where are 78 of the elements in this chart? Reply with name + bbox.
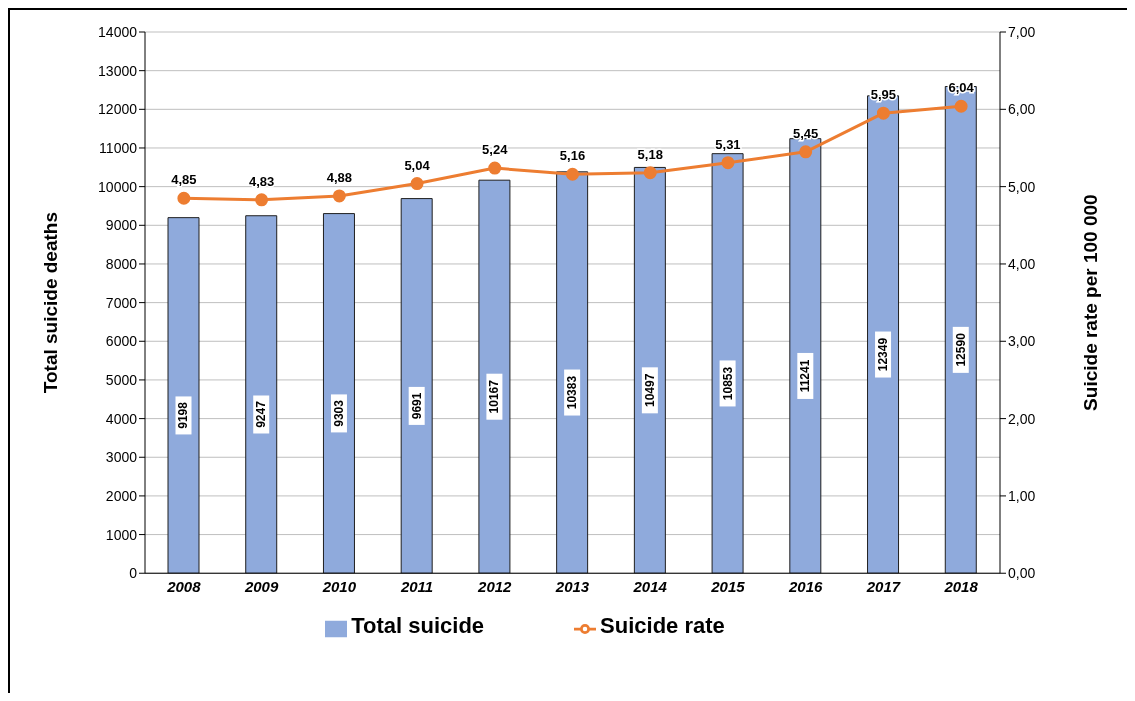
y-tick-label: 5000 xyxy=(105,371,138,388)
y2-tick-label: 4,00 xyxy=(1008,255,1036,272)
bar xyxy=(322,213,355,574)
y-tick-label: 6000 xyxy=(105,333,138,350)
data-label: 5,31 xyxy=(715,136,741,152)
y2-tick-label: 7,00 xyxy=(1008,23,1036,40)
data-label: 9247 xyxy=(254,400,269,428)
y2-tick-label: 5,00 xyxy=(1008,178,1036,195)
point xyxy=(177,191,191,205)
x-tick-label: 2014 xyxy=(632,577,668,595)
bar xyxy=(400,198,433,574)
data-label: 4,88 xyxy=(326,169,352,185)
y-tick-label: 13000 xyxy=(98,62,138,79)
data-label: 10167 xyxy=(487,379,502,414)
y-tick-label: 3000 xyxy=(105,449,138,466)
x-tick-label: 2015 xyxy=(710,577,746,595)
y-tick-label: 12000 xyxy=(98,101,138,118)
y-tick-label: 11000 xyxy=(99,139,138,156)
point xyxy=(876,106,890,120)
data-label: 9303 xyxy=(331,399,346,427)
data-label: 10383 xyxy=(565,375,580,410)
point xyxy=(488,161,502,175)
x-tick-label: 2011 xyxy=(399,577,434,595)
y2-tick-label: 2,00 xyxy=(1008,410,1036,427)
y-axis-title: Total suicide deaths xyxy=(39,211,61,394)
y-tick-label: 9000 xyxy=(105,217,138,234)
x-tick-label: 2018 xyxy=(943,577,979,595)
y2-tick-label: 0,00 xyxy=(1008,565,1036,582)
x-tick-label: 2013 xyxy=(554,577,590,595)
data-label: 5,04 xyxy=(404,157,431,173)
x-tick-label: 2012 xyxy=(477,577,513,595)
data-label: 10853 xyxy=(720,366,735,401)
x-tick-label: 2009 xyxy=(243,577,279,595)
legend-label: Suicide rate xyxy=(600,613,725,639)
data-label: 12590 xyxy=(953,332,968,367)
point xyxy=(721,156,735,170)
data-label: 12349 xyxy=(876,337,891,372)
y-tick-label: 2000 xyxy=(105,487,138,504)
data-label: 9691 xyxy=(409,392,424,420)
point xyxy=(332,189,346,203)
y-tick-label: 1000 xyxy=(105,526,138,543)
y-tick-label: 8000 xyxy=(105,255,138,272)
point xyxy=(643,166,657,180)
data-label: 4,85 xyxy=(171,172,197,188)
y2-tick-label: 3,00 xyxy=(1008,333,1036,350)
x-tick-label: 2008 xyxy=(166,577,202,595)
bar xyxy=(478,179,511,574)
bar xyxy=(556,171,589,574)
bar xyxy=(711,153,744,574)
y-tick-label: 4000 xyxy=(105,410,138,427)
data-label: 5,24 xyxy=(482,142,509,158)
data-label: 5,16 xyxy=(559,148,586,164)
data-label: 5,45 xyxy=(793,125,819,141)
y-tick-label: 14000 xyxy=(98,23,138,40)
bar xyxy=(167,217,200,574)
y2-tick-label: 1,00 xyxy=(1008,487,1036,504)
y-tick-label: 10000 xyxy=(98,178,138,195)
point xyxy=(410,177,424,191)
point xyxy=(255,193,269,207)
bar xyxy=(789,138,822,574)
data-label: 4,83 xyxy=(248,173,275,189)
bar xyxy=(633,166,666,574)
x-tick-label: 2016 xyxy=(787,577,824,595)
y2-tick-label: 6,00 xyxy=(1008,101,1036,118)
x-tick-label: 2010 xyxy=(321,577,357,595)
data-label: 9198 xyxy=(176,401,191,429)
point xyxy=(954,99,968,113)
bar xyxy=(245,215,278,574)
data-label: 11241 xyxy=(798,359,813,393)
data-label: 10497 xyxy=(642,373,657,408)
y2-axis-title: Suicide rate per 100 000 xyxy=(1079,194,1101,411)
y-tick-label: 7000 xyxy=(105,294,138,311)
legend-label: Total suicide xyxy=(351,613,485,639)
data-label: 5,18 xyxy=(637,146,663,162)
point xyxy=(566,167,579,181)
point xyxy=(799,145,813,159)
y-tick-label: 0 xyxy=(129,565,138,582)
x-tick-label: 2017 xyxy=(865,577,901,595)
